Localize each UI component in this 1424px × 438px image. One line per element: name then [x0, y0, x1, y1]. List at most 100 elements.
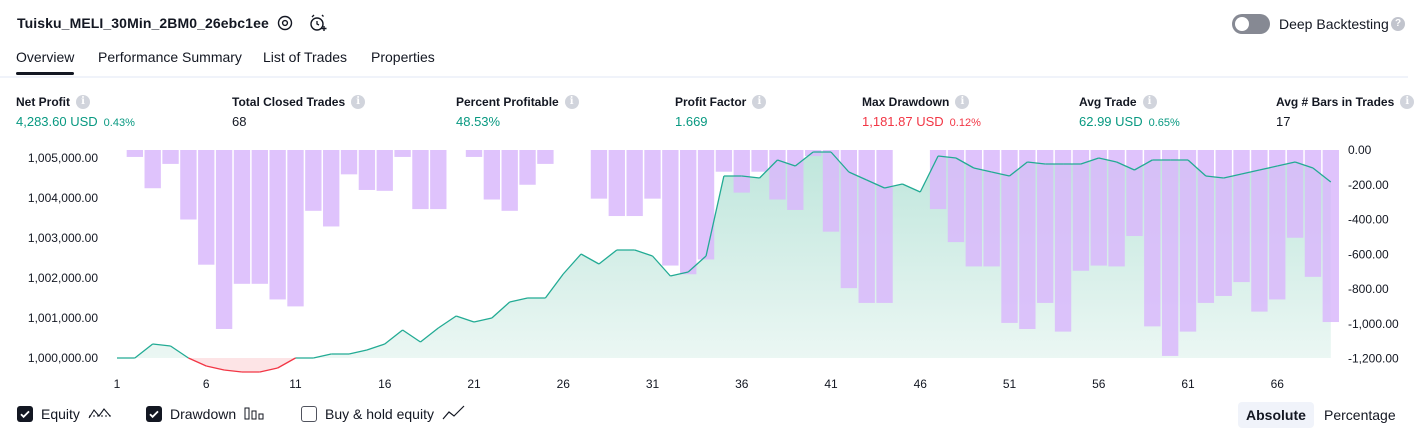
right-axis-tick-label: -400.00 [1348, 213, 1389, 227]
metric-value: 68 [232, 114, 247, 129]
x-axis-tick-label: 61 [1181, 377, 1195, 391]
metric-value: 17 [1276, 114, 1291, 129]
left-axis-tick-label: 1,001,000.00 [28, 311, 98, 325]
info-icon[interactable]: i [1400, 95, 1415, 109]
info-icon[interactable]: i [76, 95, 90, 109]
equity-line-segment [1098, 157, 1117, 163]
add-alert-clock-icon[interactable] [308, 13, 328, 33]
equity-line-segment [473, 317, 492, 323]
buy-hold-checkbox[interactable] [301, 406, 317, 422]
drawdown-bar [804, 150, 822, 157]
metric-percent-profitable: Percent Profitable i 48.53% [456, 94, 579, 129]
equity-line-segment [598, 249, 618, 265]
x-axis-tick-label: 1 [114, 377, 121, 391]
drawdown-bar [644, 150, 661, 199]
tab-performance-summary[interactable]: Performance Summary [98, 49, 242, 65]
drawdown-bar [1072, 150, 1090, 271]
tab-overview[interactable]: Overview [16, 49, 75, 75]
drawdown-bar [412, 150, 429, 210]
equity-line-segment [1205, 175, 1224, 179]
equity-checkbox[interactable] [17, 406, 33, 422]
drawdown-bar [1269, 150, 1286, 300]
equity-line-segment [544, 273, 564, 299]
drawdown-bar [1286, 150, 1304, 238]
legend-equity[interactable]: Equity [17, 403, 112, 425]
drawdown-bar [590, 150, 608, 199]
drawdown-bar [269, 150, 286, 300]
drawdown-bar [465, 150, 483, 157]
legend-drawdown[interactable]: Drawdown [146, 403, 266, 425]
equity-line-segment [794, 151, 814, 167]
equity-line-segment [687, 255, 707, 273]
equity-line-segment [366, 343, 385, 351]
gear-icon[interactable] [275, 13, 295, 33]
equity-loss-area [188, 358, 296, 372]
help-icon[interactable]: ? [1391, 17, 1405, 31]
equity-line-segment [991, 171, 1010, 177]
drawdown-bar [1161, 150, 1179, 356]
info-icon[interactable]: i [564, 95, 579, 109]
drawdown-bar [1054, 150, 1072, 332]
legend-label: Drawdown [170, 406, 237, 422]
tab-properties[interactable]: Properties [371, 49, 435, 65]
equity-line-segment [1134, 159, 1153, 171]
equity-line-segment [1080, 157, 1099, 165]
equity-line-segment [919, 155, 939, 193]
metric-avg-bars-in-trades: Avg # Bars in Trades i 17 [1276, 94, 1415, 129]
equity-line-segment [1187, 159, 1207, 177]
equity-line-segment [741, 175, 760, 179]
absolute-button[interactable]: Absolute [1238, 402, 1314, 428]
drawdown-bar [608, 150, 625, 217]
drawdown-bar [501, 150, 518, 211]
strategy-title: Tuisku_MELI_30Min_2BM0_26ebc1ee [17, 15, 269, 31]
equity-line-segment [884, 183, 903, 189]
legend-label: Buy & hold equity [325, 406, 434, 422]
drawdown-bar [162, 150, 179, 164]
equity-line-segment [652, 255, 671, 277]
drawdown-bar [1197, 150, 1215, 303]
info-icon[interactable]: i [351, 95, 366, 109]
metric-label: Max Drawdown [862, 95, 950, 109]
drawdown-bar [983, 150, 1000, 267]
metric-percent: 0.43% [103, 117, 135, 129]
right-axis-tick-label: -200.00 [1348, 178, 1389, 192]
tab-list-of-trades[interactable]: List of Trades [263, 49, 348, 65]
equity-line-segment [455, 315, 475, 323]
equity-line-segment [1259, 165, 1278, 171]
metric-label: Percent Profitable [456, 95, 559, 109]
percentage-button[interactable]: Percentage [1324, 407, 1396, 423]
equity-line-icon [88, 405, 112, 424]
drawdown-bar [751, 150, 768, 172]
equity-line-segment [224, 369, 243, 373]
legend-buy-hold-equity[interactable]: Buy & hold equity [301, 403, 466, 425]
equity-line-segment [1116, 161, 1135, 171]
equity-line-segment [277, 357, 296, 369]
drawdown-checkbox[interactable] [146, 406, 162, 422]
drawdown-bar [251, 150, 268, 284]
x-axis-tick-label: 36 [735, 377, 749, 391]
x-axis-tick-label: 6 [203, 377, 210, 391]
drawdown-bar [483, 150, 501, 200]
info-icon[interactable]: i [1142, 95, 1157, 109]
equity-line-segment [759, 159, 778, 179]
deep-backtesting-toggle[interactable] [1232, 14, 1270, 34]
drawdown-bar [769, 150, 786, 200]
drawdown-bar [1233, 150, 1250, 283]
drawdown-bar [1179, 150, 1197, 332]
drawdown-bar [1251, 150, 1268, 312]
metric-value: 4,283.60 USD [16, 114, 98, 129]
info-icon[interactable]: i [752, 95, 767, 109]
drawdown-bar [929, 150, 947, 210]
left-axis-tick-label: 1,002,000.00 [28, 271, 98, 285]
drawdown-bar [305, 150, 322, 211]
right-axis-tick-label: -1,200.00 [1348, 352, 1399, 366]
info-icon[interactable]: i [955, 95, 970, 109]
equity-drawdown-chart[interactable]: 1,005,000.00 1,004,000.00 1,003,000.00 1,00… [0, 140, 1424, 395]
equity-line-segment [259, 367, 278, 373]
drawdown-bar [126, 150, 144, 157]
metric-label: Avg Trade [1079, 95, 1137, 109]
equity-line-segment [938, 155, 957, 159]
equity-line-segment [580, 253, 600, 265]
equity-line-segment [1241, 169, 1260, 175]
drawdown-bar [1322, 150, 1339, 323]
